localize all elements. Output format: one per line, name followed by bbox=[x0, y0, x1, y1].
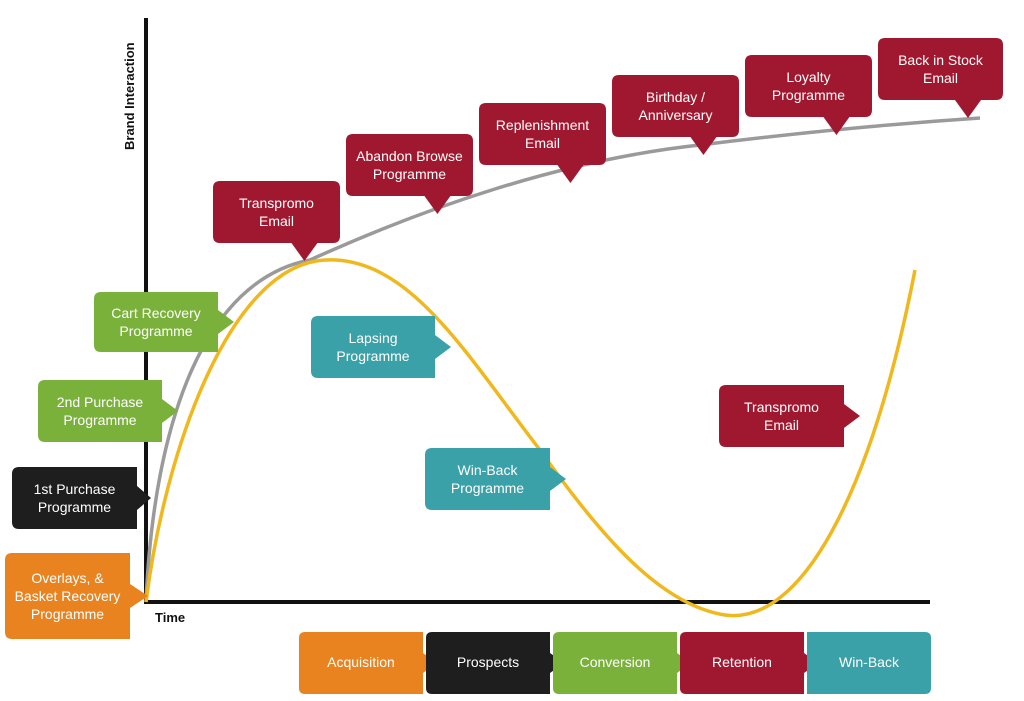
callout-label: Programme bbox=[451, 480, 524, 496]
callout-label: Back in Stock bbox=[898, 52, 984, 68]
callout-box bbox=[94, 292, 234, 352]
callout-label: Programme bbox=[31, 606, 104, 622]
callout-label: Lapsing bbox=[348, 330, 397, 346]
stage-win-back: Win-Back bbox=[807, 632, 931, 694]
stage-box bbox=[426, 632, 564, 694]
callout-first-purchase: 1st Purchase Programme bbox=[12, 467, 151, 529]
callout-label: Programme bbox=[63, 412, 136, 428]
callout-box bbox=[311, 316, 451, 378]
callout-label: Transpromo bbox=[239, 195, 314, 211]
stage-acquisition: Acquisition bbox=[299, 632, 437, 694]
callout-box bbox=[878, 38, 1003, 118]
callout-birthday: Birthday / Anniversary bbox=[612, 75, 739, 155]
callout-label: Programme bbox=[772, 87, 845, 103]
lifecycle-stages: Acquisition Prospects Conversion Retention W… bbox=[299, 632, 931, 694]
callout-box bbox=[612, 75, 739, 155]
callout-back-in-stock: Back in Stock Email bbox=[878, 38, 1003, 118]
stage-label: Win-Back bbox=[839, 654, 900, 670]
callout-box bbox=[346, 134, 473, 214]
callout-label: Abandon Browse bbox=[356, 148, 463, 164]
callout-label: Programme bbox=[119, 323, 192, 339]
callout-box bbox=[719, 385, 860, 447]
callout-transpromo-right: Transpromo Email bbox=[719, 385, 860, 447]
callout-label: Loyalty bbox=[786, 69, 830, 85]
callout-label: Anniversary bbox=[639, 107, 713, 123]
stage-box bbox=[553, 632, 691, 694]
callout-label: Transpromo bbox=[744, 399, 819, 415]
stage-label: Retention bbox=[712, 654, 772, 670]
stage-box bbox=[680, 632, 818, 694]
stage-label: Conversion bbox=[580, 654, 651, 670]
callout-label: 1st Purchase bbox=[34, 481, 116, 497]
x-axis-label: Time bbox=[155, 610, 185, 625]
callout-box bbox=[38, 380, 178, 442]
y-axis-label: Brand Interaction bbox=[122, 42, 137, 150]
stage-label: Acquisition bbox=[327, 654, 395, 670]
callout-label: Email bbox=[259, 213, 294, 229]
callout-label: Email bbox=[764, 417, 799, 433]
callout-transpromo-top: Transpromo Email bbox=[213, 181, 340, 261]
stage-box bbox=[299, 632, 437, 694]
callout-win-back-programme: Win-Back Programme bbox=[425, 448, 566, 510]
callout-label: Email bbox=[525, 135, 560, 151]
stage-conversion: Conversion bbox=[553, 632, 691, 694]
callout-replenishment: Replenishment Email bbox=[479, 103, 606, 183]
callout-box bbox=[213, 181, 340, 261]
callout-lapsing: Lapsing Programme bbox=[311, 316, 451, 378]
callout-second-purchase: 2nd Purchase Programme bbox=[38, 380, 178, 442]
callout-box bbox=[425, 448, 566, 510]
callout-box bbox=[745, 55, 872, 135]
callout-label: Cart Recovery bbox=[111, 305, 200, 321]
stage-retention: Retention bbox=[680, 632, 818, 694]
callout-label: Birthday / bbox=[646, 89, 705, 105]
callout-label: Replenishment bbox=[496, 117, 589, 133]
callout-label: Overlays, & bbox=[31, 570, 104, 586]
callout-label: Programme bbox=[336, 348, 409, 364]
stage-label: Prospects bbox=[457, 654, 519, 670]
callout-label: Email bbox=[923, 70, 958, 86]
callout-loyalty: Loyalty Programme bbox=[745, 55, 872, 135]
callout-label: Win-Back bbox=[458, 462, 519, 478]
callout-label: 2nd Purchase bbox=[57, 394, 144, 410]
callout-cart-recovery: Cart Recovery Programme bbox=[94, 292, 234, 352]
callout-box bbox=[12, 467, 151, 529]
callout-label: Basket Recovery bbox=[15, 588, 121, 604]
callout-overlays: Overlays, & Basket Recovery Programme bbox=[5, 553, 148, 639]
callout-box bbox=[5, 553, 148, 639]
stage-prospects: Prospects bbox=[426, 632, 564, 694]
callout-box bbox=[479, 103, 606, 183]
callout-label: Programme bbox=[373, 166, 446, 182]
stage-box bbox=[807, 632, 931, 694]
callout-label: Programme bbox=[38, 499, 111, 515]
callout-abandon-browse: Abandon Browse Programme bbox=[346, 134, 473, 214]
